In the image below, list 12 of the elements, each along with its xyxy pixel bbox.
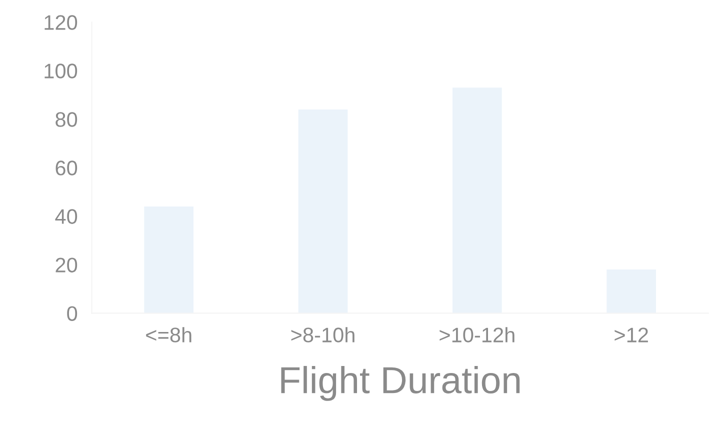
- x-tick-label: >8-10h: [291, 327, 354, 342]
- x-tick-label: >10-12h: [440, 327, 514, 342]
- y-tick-label: 80: [56, 112, 78, 127]
- y-tick-label: 40: [55, 209, 78, 224]
- x-tick-label: >12: [614, 328, 648, 342]
- y-tick-label: 100: [44, 64, 78, 78]
- y-tick-label: 20: [56, 258, 78, 272]
- y-tick-label: 60: [56, 160, 78, 176]
- x-axis-title: Flight Duration: [281, 366, 520, 401]
- x-tick-label: <=8h: [146, 327, 192, 342]
- y-tick-label: 0: [67, 306, 78, 321]
- y-tick-label: 120: [44, 15, 78, 30]
